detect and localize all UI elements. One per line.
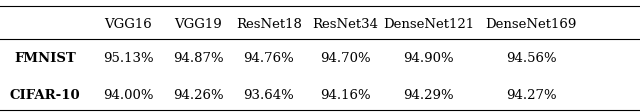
Text: 94.16%: 94.16% — [320, 89, 371, 102]
Text: 94.00%: 94.00% — [103, 89, 153, 102]
Text: ResNet34: ResNet34 — [312, 18, 379, 31]
Text: 94.76%: 94.76% — [243, 52, 294, 65]
Text: 93.64%: 93.64% — [243, 89, 294, 102]
Text: 94.87%: 94.87% — [173, 52, 224, 65]
Text: 94.56%: 94.56% — [506, 52, 557, 65]
Text: 94.90%: 94.90% — [403, 52, 454, 65]
Text: VGG19: VGG19 — [175, 18, 222, 31]
Text: ResNet18: ResNet18 — [236, 18, 301, 31]
Text: 95.13%: 95.13% — [102, 52, 154, 65]
Text: DenseNet169: DenseNet169 — [486, 18, 577, 31]
Text: CIFAR-10: CIFAR-10 — [10, 89, 80, 102]
Text: DenseNet121: DenseNet121 — [383, 18, 474, 31]
Text: 94.70%: 94.70% — [320, 52, 371, 65]
Text: 94.29%: 94.29% — [403, 89, 454, 102]
Text: FMNIST: FMNIST — [14, 52, 76, 65]
Text: 94.26%: 94.26% — [173, 89, 224, 102]
Text: VGG16: VGG16 — [104, 18, 152, 31]
Text: 94.27%: 94.27% — [506, 89, 557, 102]
